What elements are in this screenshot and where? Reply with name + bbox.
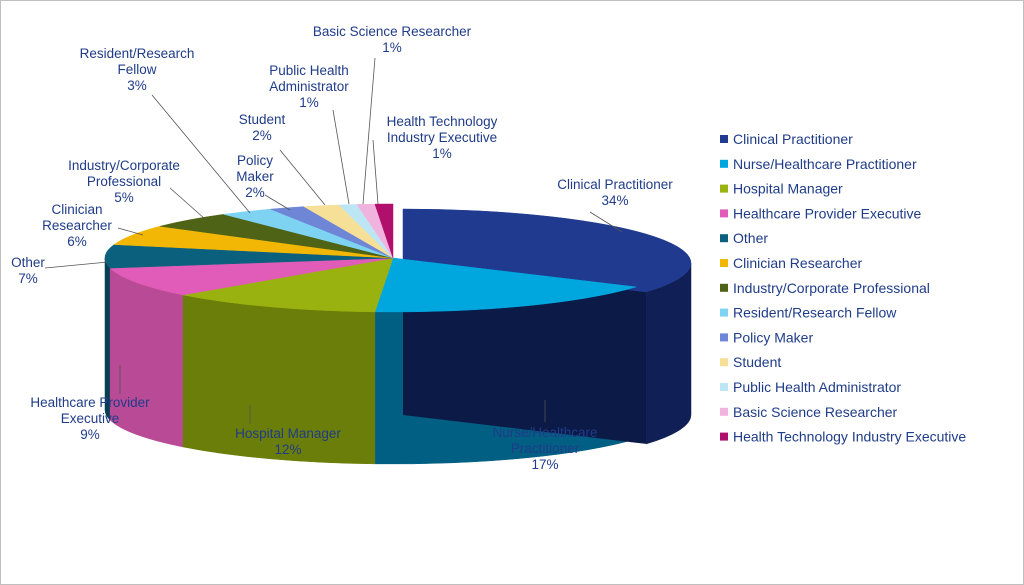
legend-label: Nurse/Healthcare Practitioner (733, 156, 917, 172)
legend-swatch (720, 184, 728, 193)
slice-other (104, 244, 394, 269)
leader-health-technology-industry-executive (372, 139, 379, 205)
legend-swatch (720, 407, 728, 416)
leader-student (279, 149, 326, 206)
legend-label: Clinical Practitioner (733, 131, 853, 147)
legend-item-clinical-practitioner: Clinical Practitioner (720, 131, 853, 147)
slice-healthcare-provider-executive (109, 257, 394, 296)
legend-label: Clinician Researcher (733, 255, 863, 271)
legend-label: Public Health Administrator (733, 379, 901, 395)
legend-swatch (720, 209, 728, 218)
data-label-basic-science-researcher: Basic Science Researcher 1% (313, 24, 472, 55)
leader-clinician-researcher (117, 227, 144, 236)
legend-label: Hospital Manager (733, 181, 843, 197)
legend-item-student: Student (720, 354, 781, 370)
slice-nurse-healthcare-practitioner (374, 257, 637, 313)
leader-clinical-practitioner (589, 211, 623, 233)
legend-item-health-technology-industry-executive: Health Technology Industry Executive (720, 429, 966, 445)
legend-swatch (720, 159, 728, 168)
data-label-industry-corporate-professional: Industry/Corporate Professional 5% (68, 158, 180, 205)
data-label-nurse-healthcare-practitioner: Nurse/Healthcare Practitioner 17% (492, 425, 597, 472)
legend-item-basic-science-researcher: Basic Science Researcher (720, 404, 898, 420)
slice-hospital-manager (183, 257, 394, 313)
leader-lines (44, 57, 623, 424)
legend-swatch (720, 283, 728, 292)
legend-swatch (720, 383, 728, 391)
data-label-healthcare-provider-executive: Healthcare Provider Executive 9% (30, 395, 150, 442)
leader-resident-research-fellow (151, 94, 251, 214)
data-labels: Clinical Practitioner 34% Nurse/Healthcare… (11, 24, 673, 472)
data-label-clinician-researcher: Clinician Researcher 6% (42, 202, 112, 249)
legend-label: Industry/Corporate Professional (733, 280, 930, 296)
leader-basic-science-researcher (362, 57, 376, 205)
legend-label: Resident/Research Fellow (733, 305, 897, 321)
data-label-clinical-practitioner: Clinical Practitioner 34% (557, 177, 673, 208)
data-label-student: Student 2% (239, 112, 286, 143)
legend-label: Other (733, 230, 768, 246)
legend-swatch (720, 135, 728, 143)
data-label-other: Other 7% (11, 255, 45, 286)
leader-other (44, 261, 109, 269)
data-label-public-health-administrator: Public Health Administrator 1% (269, 63, 349, 110)
legend-label: Health Technology Industry Executive (733, 429, 966, 445)
slice-industry-corporate-professional (159, 214, 394, 259)
legend-item-hospital-manager: Hospital Manager (720, 181, 843, 197)
legend-item-nurse-healthcare-practitioner: Nurse/Healthcare Practitioner (720, 156, 917, 172)
side-clinical-practitioner (645, 262, 692, 445)
data-label-resident-research-fellow: Resident/Research Fellow 3% (80, 46, 195, 93)
legend-item-healthcare-provider-executive: Healthcare Provider Executive (720, 205, 922, 221)
legend-item-other: Other (720, 230, 768, 246)
slice-clinician-researcher (113, 226, 394, 259)
side-healthcare-provider-executive (109, 267, 184, 448)
leader-policy-maker (264, 194, 291, 211)
legend-item-clinician-researcher: Clinician Researcher (720, 255, 863, 271)
legend-swatch (720, 358, 728, 367)
legend-swatch (720, 308, 728, 317)
legend-item-industry-corporate-professional: Industry/Corporate Professional (720, 280, 930, 296)
slice-health-technology-industry-executive (374, 203, 394, 259)
legend-swatch (720, 259, 728, 267)
legend-swatch (720, 333, 728, 342)
legend-label: Healthcare Provider Executive (733, 205, 922, 221)
legend-label: Student (733, 354, 781, 370)
legend-item-resident-research-fellow: Resident/Research Fellow (720, 305, 897, 321)
legend-item-public-health-administrator: Public Health Administrator (720, 379, 901, 395)
legend-swatch (720, 234, 728, 243)
leader-industry-corporate-professional (169, 187, 206, 220)
legend-item-policy-maker: Policy Maker (720, 329, 813, 345)
legend-label: Basic Science Researcher (733, 404, 898, 420)
legend-swatch (720, 432, 728, 441)
data-label-hospital-manager: Hospital Manager 12% (235, 426, 341, 457)
leader-public-health-administrator (332, 109, 350, 205)
data-label-policy-maker: Policy Maker 2% (236, 153, 274, 200)
legend: Clinical Practitioner Nurse/Healthcare Pr… (720, 131, 966, 445)
legend-label: Policy Maker (733, 329, 813, 345)
data-label-health-technology-industry-executive: Health Technology Industry Executive 1% (387, 114, 498, 161)
